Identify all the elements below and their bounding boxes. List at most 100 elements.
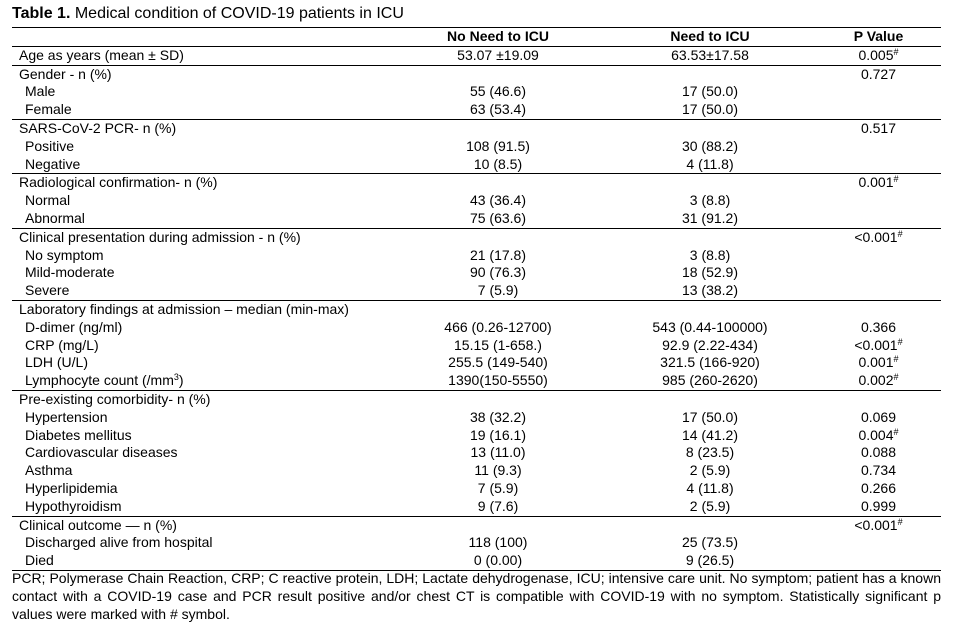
row-label: Clinical presentation during admission -… <box>12 227 392 247</box>
row-label: SARS-CoV-2 PCR- n (%) <box>12 118 392 138</box>
significance-mark: # <box>893 354 899 365</box>
significance-mark: # <box>893 46 899 57</box>
row-label: Male <box>25 83 56 100</box>
table-row: Male 55 (46.6) 17 (50.0) <box>12 83 941 101</box>
no-need-icu-cell: 10 (8.5) <box>473 155 523 172</box>
row-label: Normal <box>25 192 71 209</box>
p-value-cell: 0.001# <box>816 173 941 193</box>
row-label: Pre-existing comorbidity- n (%) <box>12 389 392 409</box>
row-label: Hypothyroidism <box>25 497 122 514</box>
row-label: Clinical outcome — n (%) <box>12 515 392 535</box>
group-row: SARS-CoV-2 PCR- n (%) 0.517 <box>12 118 941 138</box>
need-icu-cell: 4 (11.8) <box>686 155 734 172</box>
row-label: Asthma <box>25 462 73 479</box>
table-row: Hyperlipidemia 7 (5.9) 4 (11.8) 0.266 <box>12 480 941 498</box>
no-need-icu-cell: 21 (17.8) <box>469 246 527 263</box>
need-icu-cell: 92.9 (2.22-434) <box>662 336 758 353</box>
p-value-cell: <0.001# <box>816 227 941 247</box>
p-value-cell <box>816 210 941 228</box>
p-value-cell: 0.002# <box>858 372 899 389</box>
medical-condition-table: No Need to ICU Need to ICU P Value Age a… <box>12 27 941 571</box>
row-label: D-dimer (ng/ml) <box>25 318 123 335</box>
no-need-icu-cell: 43 (36.4) <box>469 192 527 209</box>
p-value-cell <box>816 247 941 265</box>
table-body: Age as years (mean ± SD) 53.07 ±19.09 63.5… <box>12 45 941 571</box>
p-value-cell: <0.001# <box>816 515 941 535</box>
p-value-cell: 0.069 <box>860 408 897 425</box>
p-value-cell <box>816 156 941 174</box>
header-row: No Need to ICU Need to ICU P Value <box>12 27 941 47</box>
group-row: Gender - n (%) 0.727 <box>12 64 941 84</box>
need-icu-cell: 321.5 (166-920) <box>660 354 760 371</box>
need-icu-cell: 9 (26.5) <box>604 552 816 571</box>
group-row: Laboratory findings at admission – media… <box>12 299 941 319</box>
no-need-icu-cell: 75 (63.6) <box>469 209 527 226</box>
row-label: LDH (U/L) <box>25 354 89 371</box>
need-icu-cell: 985 (260-2620) <box>662 372 758 389</box>
row-label: Hypertension <box>25 408 108 425</box>
row-label: Negative <box>25 155 81 172</box>
no-need-icu-cell: 13 (11.0) <box>470 444 526 461</box>
no-need-icu-cell: 55 (46.6) <box>469 83 527 100</box>
table-number: Table 1. <box>12 5 71 22</box>
no-need-icu-cell: 108 (91.5) <box>466 137 530 154</box>
significance-mark: # <box>897 336 903 347</box>
significance-mark: # <box>893 426 899 437</box>
need-icu-cell: 17 (50.0) <box>681 83 739 100</box>
table-row: Abnormal 75 (63.6) 31 (91.2) <box>12 210 941 228</box>
no-need-icu-cell <box>392 118 604 138</box>
need-icu-cell: 17 (50.0) <box>681 408 739 425</box>
p-value-cell <box>816 282 941 300</box>
table-row: Hypothyroidism 9 (7.6) 2 (5.9) 0.999 <box>12 498 941 516</box>
table-row: Discharged alive from hospital 118 (100) 2… <box>12 534 941 552</box>
row-label: Died <box>12 552 392 571</box>
table-row: No symptom 21 (17.8) 3 (8.8) <box>12 247 941 265</box>
p-value-cell <box>816 264 941 282</box>
row-label: Discharged alive from hospital <box>25 534 213 551</box>
no-need-icu-cell <box>392 227 604 247</box>
p-value-cell <box>816 83 941 101</box>
row-label: Severe <box>25 282 70 299</box>
need-icu-cell: 31 (91.2) <box>681 209 739 226</box>
p-value-cell: 0.088 <box>860 444 897 461</box>
no-need-icu-cell: 90 (76.3) <box>469 264 527 281</box>
need-icu-cell: 30 (88.2) <box>681 137 739 154</box>
row-label: Positive <box>25 137 75 154</box>
no-need-icu-cell: 118 (100) <box>468 534 528 551</box>
table-row: Severe 7 (5.9) 13 (38.2) <box>12 282 941 300</box>
table-row: Lymphocyte count (/mm3) 1390(150-5550) 985… <box>12 372 941 390</box>
row-label: Age as years (mean ± SD) <box>12 45 392 66</box>
row-label: Radiological confirmation- n (%) <box>12 173 392 193</box>
no-need-icu-cell: 1390(150-5550) <box>448 372 548 389</box>
no-need-icu-cell: 466 (0.26-12700) <box>444 318 552 335</box>
p-value-cell: 0.001# <box>858 354 899 371</box>
table-row: Hypertension 38 (32.2) 17 (50.0) 0.069 <box>12 409 941 427</box>
no-need-icu-cell: 63 (53.4) <box>469 101 527 118</box>
group-row: Radiological confirmation- n (%) 0.001# <box>12 173 941 193</box>
table-row: Positive 108 (91.5) 30 (88.2) <box>12 138 941 156</box>
no-need-icu-cell: 255.5 (149-540) <box>448 354 548 371</box>
group-row: Clinical outcome — n (%) <0.001# <box>12 515 941 535</box>
table-row: Normal 43 (36.4) 3 (8.8) <box>12 192 941 210</box>
significance-mark: # <box>897 516 903 527</box>
need-icu-cell: 2 (5.9) <box>689 497 731 514</box>
row-label: CRP (mg/L) <box>25 336 99 353</box>
need-icu-cell: 3 (8.8) <box>689 192 731 209</box>
need-icu-cell: 63.53±17.58 <box>604 45 816 66</box>
no-need-icu-cell: 9 (7.6) <box>477 497 519 514</box>
row-label: Gender - n (%) <box>12 64 392 84</box>
need-icu-cell: 4 (11.8) <box>686 479 734 496</box>
p-value-cell <box>816 138 941 156</box>
no-need-icu-cell: 53.07 ±19.09 <box>392 45 604 66</box>
no-need-icu-cell: 38 (32.2) <box>469 408 527 425</box>
row-label: Hyperlipidemia <box>25 479 118 496</box>
table-title: Medical condition of COVID-19 patients i… <box>70 5 404 22</box>
p-value-cell: 0.004# <box>858 426 899 443</box>
no-need-icu-cell <box>392 389 604 409</box>
need-icu-cell <box>604 64 816 84</box>
p-value-cell <box>816 192 941 210</box>
no-need-icu-cell <box>392 515 604 535</box>
table-caption: Table 1. Medical condition of COVID-19 p… <box>12 4 404 24</box>
p-value-cell: <0.001# <box>854 336 903 353</box>
row-label: Lymphocyte count (/mm3) <box>25 372 184 389</box>
